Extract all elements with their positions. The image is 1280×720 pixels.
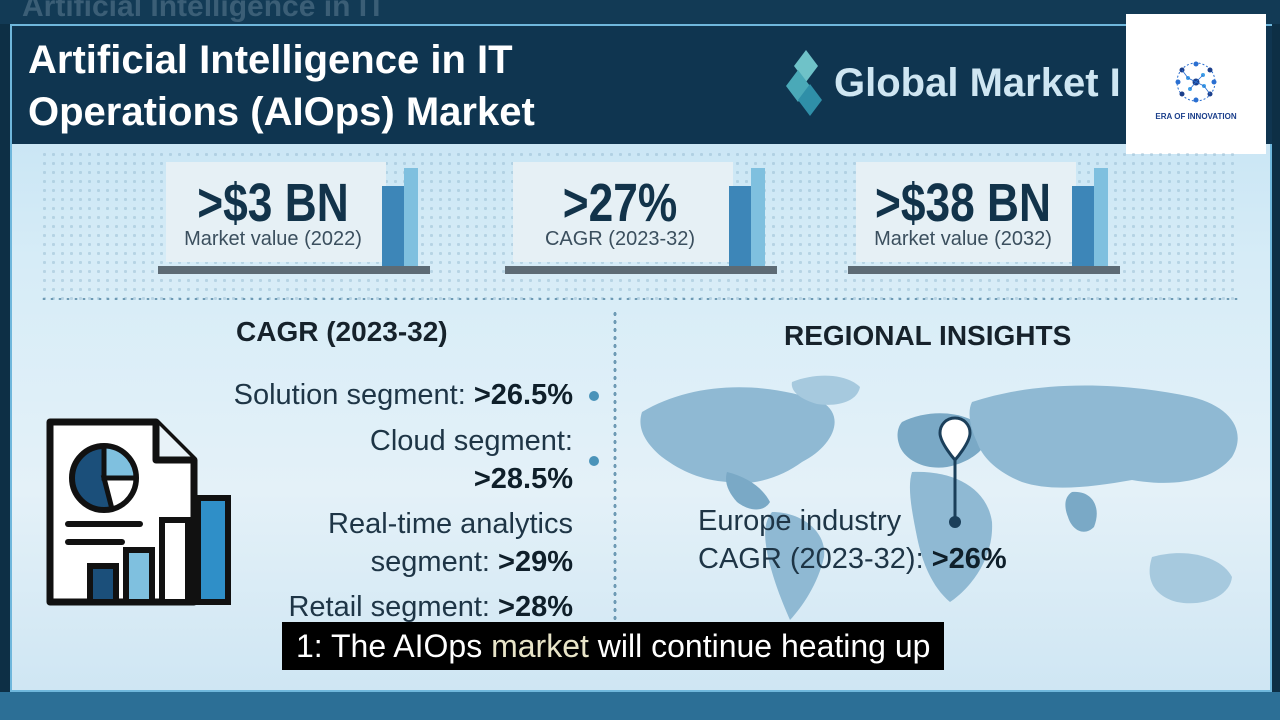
europe-value: >26%	[931, 543, 1007, 575]
stat-card-box	[166, 162, 386, 262]
stat-bar-icon-light	[1094, 168, 1108, 266]
segment-bullet	[589, 391, 599, 401]
stat-caption: Market value (2022)	[184, 228, 362, 250]
segment-bullet	[589, 456, 599, 466]
ghost-title: Artificial Intelligence in IT	[22, 0, 386, 23]
stat-card-2022: >$3 BN Market value (2022)	[158, 162, 430, 274]
header-bar	[12, 26, 1272, 144]
segment-label: Real-time analytics	[328, 508, 573, 540]
stat-value: >27%	[562, 173, 678, 233]
europe-line-1: Europe industry	[698, 505, 902, 537]
stat-caption: Market value (2032)	[874, 228, 1052, 250]
stat-card-cagr: >27% CAGR (2023-32)	[505, 162, 777, 274]
subtitle-highlight: market	[491, 628, 589, 664]
stat-bar-icon-light	[404, 168, 418, 266]
stat-value: >$38 BN	[874, 173, 1051, 233]
title-line-1: Artificial Intelligence in IT	[28, 38, 513, 82]
stat-value: >$3 BN	[197, 173, 349, 233]
title-line-2: Operations (AIOps) Market	[28, 90, 535, 134]
badge-text: ERA OF INNOVATION	[1155, 112, 1237, 121]
segment-value: >29%	[498, 546, 573, 578]
video-subtitle: 1: The AIOps market will continue heatin…	[282, 622, 945, 670]
stat-bar-icon	[382, 186, 404, 266]
segment-label: Retail segment:	[288, 591, 499, 623]
stat-bar-icon	[1072, 186, 1094, 266]
top-strip: Artificial Intelligence in IT	[0, 0, 1280, 24]
segment-label: Solution segment:	[233, 379, 474, 411]
report-chart-icon	[46, 418, 231, 606]
segment-value: >28.5%	[473, 463, 573, 495]
dotted-vertical-divider	[612, 310, 618, 620]
segment-label-2: segment:	[370, 546, 499, 578]
segment-solution: Solution segment: >26.5%	[234, 376, 573, 414]
channel-badge: ERA OF INNOVATION	[1126, 14, 1266, 154]
regional-heading: REGIONAL INSIGHTS	[784, 320, 1072, 351]
bottom-strip	[0, 692, 1280, 720]
europe-line-2: CAGR (2023-32):	[698, 543, 932, 575]
stat-card-2032: >$38 BN Market value (2032)	[848, 162, 1120, 274]
segment-realtime: Real-time analytics segment: >29%	[328, 505, 573, 581]
stat-card-box	[856, 162, 1076, 262]
stat-base-line	[505, 266, 777, 274]
stat-caption: CAGR (2023-32)	[544, 228, 696, 250]
subtitle-after: will continue heating up	[588, 628, 931, 664]
brand-diamond-icon	[786, 50, 822, 116]
segment-value: >28%	[498, 591, 573, 623]
brand-name: Global Market I	[834, 60, 1121, 105]
brand-logo: Global Market I	[786, 48, 1121, 118]
stat-base-line	[158, 266, 430, 274]
segment-value: >26.5%	[473, 379, 573, 411]
europe-insight: Europe industry CAGR (2023-32): >26%	[698, 502, 1007, 578]
subtitle-before: 1: The AIOps	[296, 628, 492, 664]
page-title: Artificial Intelligence in IT Operations…	[28, 34, 535, 138]
location-pin-icon	[938, 416, 972, 528]
stat-bar-icon-light	[751, 168, 765, 266]
segment-retail: Retail segment: >28%	[288, 588, 573, 626]
world-map	[640, 375, 1238, 620]
stat-base-line	[848, 266, 1120, 274]
cagr-heading: CAGR (2023-32)	[236, 316, 448, 347]
network-globe-icon	[1175, 61, 1217, 103]
segment-cloud: Cloud segment: >28.5%	[370, 422, 573, 498]
dotted-divider	[40, 296, 1240, 302]
segment-label: Cloud segment:	[369, 425, 573, 457]
stat-card-box	[513, 162, 733, 262]
stat-bar-icon	[729, 186, 751, 266]
